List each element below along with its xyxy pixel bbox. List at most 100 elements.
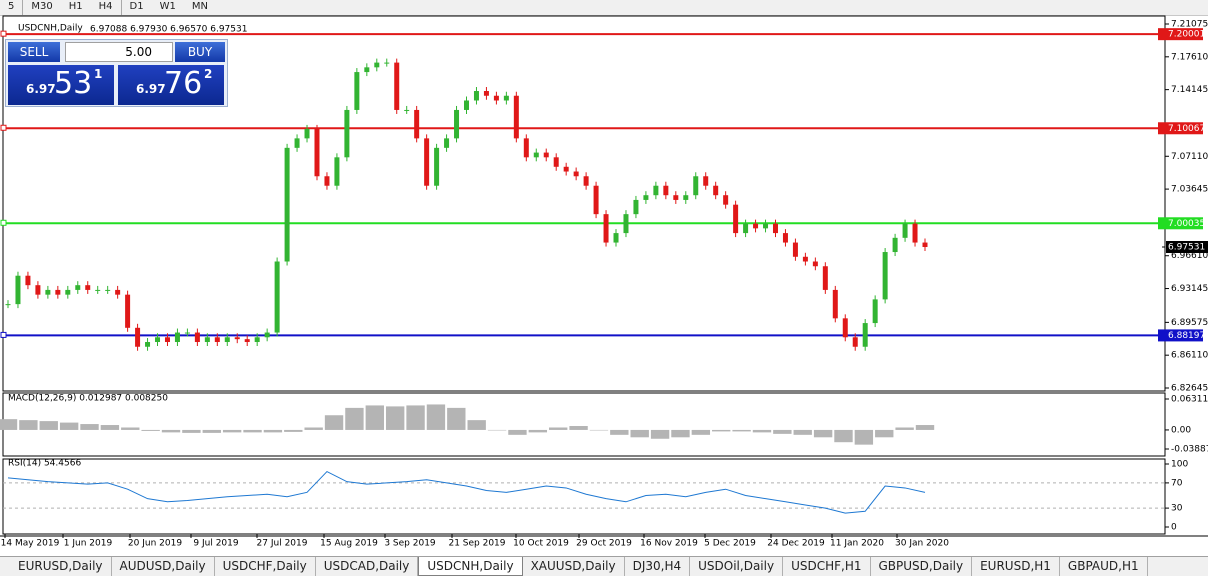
y-tick-label: 7.03645 <box>1171 185 1208 195</box>
candle-body <box>683 195 689 200</box>
candle-body <box>693 176 699 196</box>
candle-body <box>155 337 161 343</box>
candle-body <box>533 152 539 158</box>
macd-bar <box>100 425 120 430</box>
chart-tab[interactable]: USDCAD,Daily <box>316 557 419 576</box>
candle-body <box>204 337 210 343</box>
candle-body <box>782 233 788 243</box>
candle-body <box>573 171 579 177</box>
x-tick-label: 27 Jul 2019 <box>257 539 308 549</box>
macd-panel <box>2 392 1166 457</box>
macd-bar <box>222 429 242 433</box>
candle-body <box>324 176 330 186</box>
ask-small: 2 <box>204 67 213 81</box>
candle-body <box>593 185 599 215</box>
macd-bar <box>752 429 772 433</box>
timeframe-button[interactable]: H1 <box>68 1 83 12</box>
chart-tab[interactable]: GBPAUD,H1 <box>1060 557 1148 576</box>
macd-bar <box>854 429 874 445</box>
candle-body <box>862 323 868 347</box>
timeframe-button[interactable]: MN <box>191 1 208 12</box>
macd-title: MACD(12,26,9) 0.012987 0.008250 <box>8 394 168 404</box>
level-marker <box>0 219 7 226</box>
candle-body <box>882 252 888 300</box>
macd-bar <box>0 419 18 430</box>
y-tick-label: 0 <box>1171 523 1177 533</box>
candle-body <box>304 128 310 139</box>
x-tick-label: 5 Dec 2019 <box>704 539 756 549</box>
level-label-bg <box>1158 28 1203 41</box>
candle-body <box>145 342 151 347</box>
candle-body <box>404 109 410 111</box>
sell-button[interactable]: SELL <box>8 42 60 62</box>
macd-bar <box>691 429 711 435</box>
macd-bar <box>406 405 425 430</box>
level-marker <box>0 30 7 37</box>
timeframe-button[interactable]: D1 <box>120 0 152 15</box>
candle-body <box>493 95 499 101</box>
x-tick-label: 30 Jan 2020 <box>895 539 949 549</box>
candle-body <box>583 176 589 186</box>
chart-tab[interactable]: EURUSD,H1 <box>972 557 1060 576</box>
bid-small: 1 <box>94 67 103 81</box>
candle-body <box>444 138 450 148</box>
macd-bar <box>508 429 527 435</box>
macd-bar <box>243 429 262 433</box>
timeframe-button[interactable]: H4 <box>98 1 113 12</box>
level-label: 7.00035 <box>1168 219 1205 229</box>
candle-body <box>653 185 659 196</box>
macd-bar <box>915 425 935 430</box>
timeframe-button[interactable]: W1 <box>159 1 176 12</box>
macd-bar <box>630 429 649 438</box>
candle-body <box>184 332 190 334</box>
macd-bar <box>304 427 323 430</box>
macd-bar <box>569 426 588 430</box>
buy-button[interactable]: BUY <box>175 42 225 62</box>
chart-tab[interactable]: AUDUSD,Daily <box>112 557 215 576</box>
timeframe-button[interactable]: M30 <box>22 0 60 15</box>
chart-tab[interactable]: XAUUSD,Daily <box>523 557 625 576</box>
candle-body <box>753 223 759 229</box>
candle-body <box>892 237 898 253</box>
ask-big: 76 <box>164 66 203 101</box>
chart-tab[interactable]: USDCNH,Daily <box>418 557 523 576</box>
x-tick-label: 24 Dec 2019 <box>767 539 825 549</box>
candle-body <box>374 62 380 68</box>
chart-tab[interactable]: USDOil,Daily <box>690 557 784 576</box>
candle-body <box>563 166 569 172</box>
volume-input[interactable]: 5.00 <box>65 42 173 62</box>
ask-price[interactable]: 6.97 76 2 <box>118 65 224 105</box>
candle-body <box>55 289 61 295</box>
candle-body <box>314 128 320 177</box>
macd-bar <box>345 407 364 430</box>
candle-body <box>743 223 749 234</box>
bid-price[interactable]: 6.97 53 1 <box>8 65 114 105</box>
macd-bar <box>528 429 548 433</box>
chart-tab[interactable]: USDCHF,Daily <box>215 557 316 576</box>
candle-body <box>673 195 679 200</box>
y-tick-label: 0.00 <box>1171 425 1191 435</box>
x-tick-label: 11 Jan 2020 <box>830 539 884 549</box>
timeframe-button[interactable]: 5 <box>8 1 15 12</box>
chart-tab[interactable]: USDCHF,H1 <box>783 557 871 576</box>
level-marker <box>0 124 7 131</box>
candle-body <box>483 91 489 96</box>
candle-body <box>772 223 778 234</box>
chart-tab[interactable]: EURUSD,Daily <box>10 557 112 576</box>
level-label: 7.20001 <box>1168 30 1205 40</box>
candle-body <box>872 299 878 324</box>
macd-bar <box>549 427 568 430</box>
macd-bar <box>39 421 58 430</box>
x-tick-label: 29 Oct 2019 <box>576 539 632 549</box>
macd-bar <box>19 420 38 430</box>
macd-bar <box>875 429 894 438</box>
macd-bar <box>773 429 792 434</box>
chart-tab[interactable]: GBPUSD,Daily <box>871 557 973 576</box>
macd-bar <box>80 424 99 430</box>
candle-body <box>812 261 818 267</box>
chart-tab[interactable]: DJ30,H4 <box>625 557 691 576</box>
candle-body <box>174 332 180 343</box>
macd-bar <box>365 405 384 430</box>
volume-value: 5.00 <box>125 45 152 59</box>
candle-body <box>822 266 828 290</box>
